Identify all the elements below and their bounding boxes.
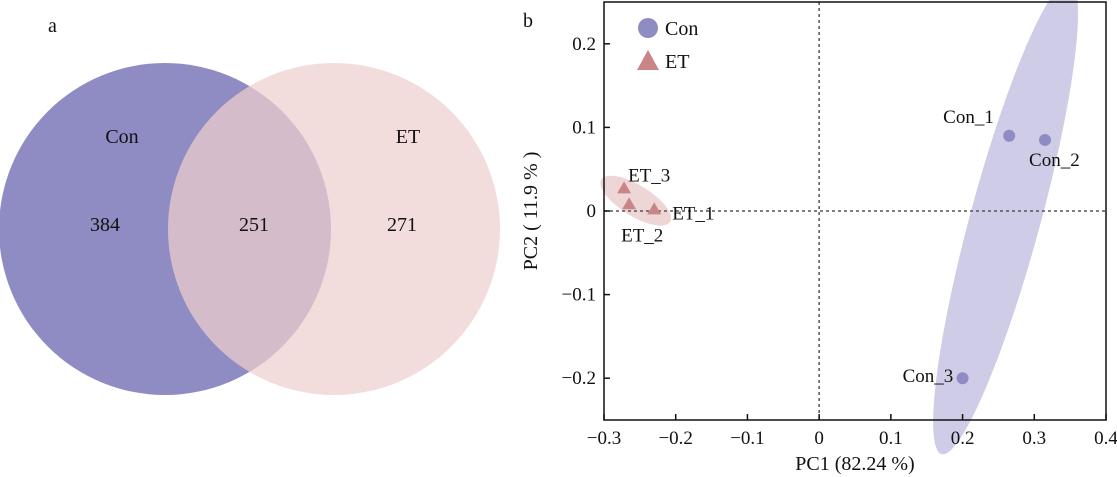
legend-marker-et (637, 50, 659, 70)
x-tick-label: −0.2 (658, 428, 692, 449)
y-tick-label: 0 (587, 201, 597, 222)
legend-label-et: ET (665, 51, 689, 73)
x-tick-label: 0 (814, 428, 824, 449)
point-con-3 (956, 372, 969, 385)
y-tick-label: −0.2 (562, 368, 596, 389)
data-points: Con_1 Con_2 Con_3 ET_1 ET_2 ET_3 (617, 107, 1080, 387)
y-tick-label: 0.1 (572, 117, 596, 138)
x-tick-label: 0.1 (879, 428, 903, 449)
point-label: ET_1 (672, 203, 714, 224)
legend-label-con: Con (665, 18, 698, 40)
point-label: Con_2 (1029, 150, 1080, 171)
legend: Con ET (637, 18, 698, 73)
panel-label-b: b (523, 10, 533, 32)
y-axis-ticks: 0.2 0.1 0 −0.1 −0.2 (562, 34, 610, 389)
point-con-1 (1003, 129, 1016, 142)
venn-panel: a Con ET 384 251 271 (0, 15, 500, 395)
point-label: Con_1 (943, 107, 994, 128)
venn-label-et: ET (396, 126, 420, 148)
point-et-1 (647, 202, 662, 215)
point-label: ET_2 (621, 225, 663, 246)
y-axis-label: PC2 ( 11.9 % ) (520, 152, 542, 271)
venn-label-con: Con (105, 126, 138, 148)
point-et-2 (622, 197, 637, 210)
x-axis-label: PC1 (82.24 %) (795, 453, 914, 475)
x-tick-label: −0.1 (730, 428, 764, 449)
panel-label-a: a (48, 15, 57, 37)
venn-count-intersection: 251 (239, 214, 269, 236)
pca-panel: b −0.3 −0.2 −0.1 0 0.1 0.2 0.3 0.4 0.20.10−0.1−… (520, 0, 1117, 475)
venn-circle-et (168, 63, 500, 395)
point-label: Con_3 (903, 366, 954, 387)
y-tick-label: −0.1 (562, 285, 596, 306)
legend-marker-con (638, 18, 658, 38)
venn-count-con-only: 384 (90, 214, 120, 236)
point-con-2 (1039, 133, 1052, 146)
x-tick-label: 0.2 (951, 428, 975, 449)
x-axis-ticks: −0.3 −0.2 −0.1 0 0.1 0.2 0.3 0.4 (587, 414, 1117, 449)
y-tick-label: 0.2 (572, 34, 596, 55)
x-tick-label: 0.4 (1094, 428, 1117, 449)
ellipse-con (933, 0, 1079, 455)
x-tick-label: 0.3 (1022, 428, 1046, 449)
reference-lines (604, 2, 1106, 420)
point-label: ET_3 (628, 165, 670, 186)
point-et-3 (617, 181, 632, 194)
x-tick-label: −0.3 (587, 428, 621, 449)
venn-count-et-only: 271 (387, 214, 417, 236)
